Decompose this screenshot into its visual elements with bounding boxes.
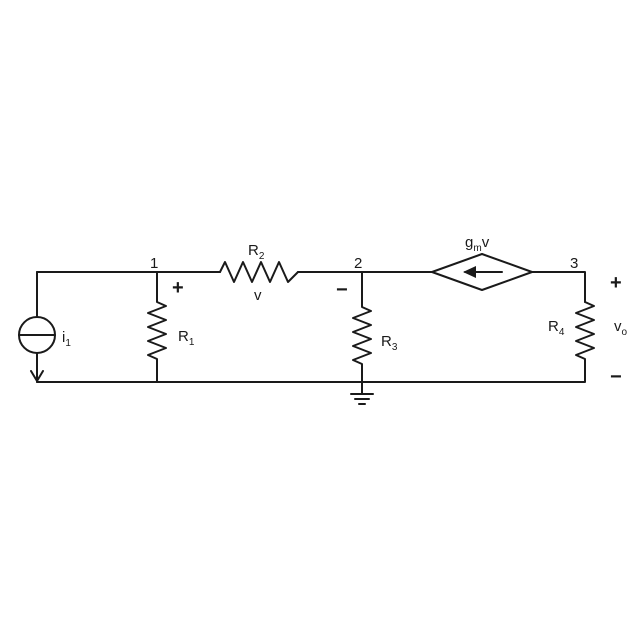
v-minus-sign: − — [336, 279, 348, 301]
node-label-3: 3 — [570, 255, 578, 272]
label-r1: R1 — [178, 328, 195, 348]
label-r4: R4 — [548, 318, 565, 338]
label-gmv: gmv — [465, 234, 490, 254]
node-label-2: 2 — [354, 255, 362, 272]
label-r2: R2 — [248, 242, 265, 262]
wire-top-right — [531, 271, 586, 303]
label-vo: vo — [614, 318, 628, 338]
vo-plus-sign: + — [610, 272, 622, 294]
label-i1: i1 — [62, 329, 71, 349]
resistor-r4 — [575, 301, 595, 363]
resistor-r1 — [147, 271, 167, 383]
arrow-left-icon — [463, 266, 476, 278]
label-r3: R3 — [381, 333, 398, 353]
vo-minus-sign: − — [610, 366, 622, 388]
v-plus-sign: + — [172, 277, 184, 299]
current-source-i1 — [18, 316, 56, 382]
label-v-across-r2: v — [254, 287, 262, 304]
arrow-down-icon — [30, 370, 44, 382]
resistor-r3 — [352, 271, 372, 383]
ground-icon — [350, 381, 374, 405]
dependent-source-gmv — [431, 253, 533, 291]
wire-bottom — [36, 361, 586, 383]
resistor-r2 — [219, 261, 299, 283]
node-label-1: 1 — [150, 255, 158, 272]
